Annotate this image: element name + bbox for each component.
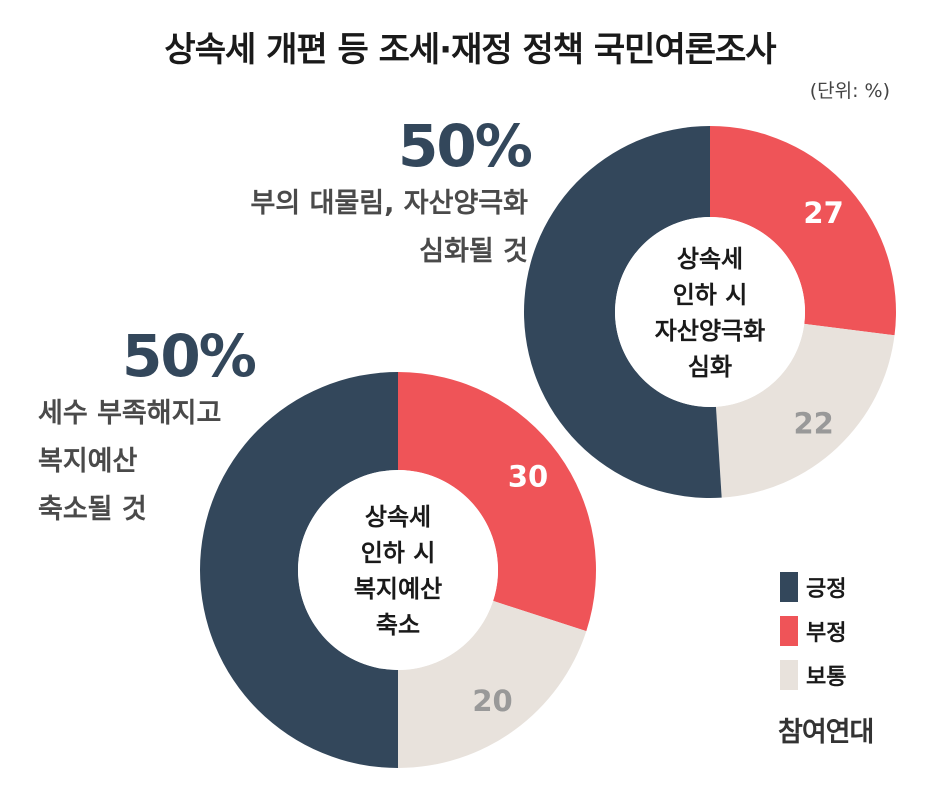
legend-item-positive: 긍정 — [780, 565, 846, 609]
highlight-line: 축소될 것 — [38, 494, 147, 525]
legend-label: 부정 — [806, 621, 847, 646]
slice-negative — [398, 372, 596, 632]
slice-negative — [710, 126, 896, 336]
data-label-neutral: 20 — [472, 684, 512, 718]
center-label: 복지예산 — [354, 575, 442, 603]
donut-hole — [615, 217, 805, 407]
legend-swatch — [780, 660, 798, 690]
slice-neutral — [715, 323, 895, 498]
legend-item-negative: 부정 — [780, 609, 846, 653]
data-label-neutral: 22 — [793, 406, 833, 440]
legend-swatch — [780, 616, 798, 646]
slice-positive — [523, 126, 722, 499]
center-label: 인하 시 — [673, 281, 748, 309]
unit-label: (단위: %) — [809, 80, 890, 102]
highlight-line: 복지예산 — [38, 446, 138, 477]
center-label: 인하 시 — [361, 539, 436, 567]
chart-title: 상속세 개편 등 조세·재정 정책 국민여론조사 — [164, 30, 776, 70]
highlight-value-welfare: 50% — [122, 322, 257, 390]
highlight-text-welfare: 세수 부족해지고 복지예산 축소될 것 — [38, 390, 221, 534]
donut-hole — [298, 470, 498, 670]
center-label: 축소 — [376, 611, 420, 639]
center-label: 자산양극화 — [655, 317, 765, 345]
center-label: 상속세 — [365, 503, 431, 531]
slice-positive — [200, 372, 398, 768]
legend-label: 보통 — [806, 665, 847, 690]
legend-item-neutral: 보통 — [780, 653, 846, 697]
brand-logo: 참여연대 — [778, 717, 874, 748]
highlight-line: 부의 대물림, 자산양극화 — [250, 188, 528, 219]
legend-swatch — [780, 572, 798, 602]
slice-neutral — [398, 600, 587, 768]
legend: 긍정 부정 보통 — [780, 565, 846, 697]
center-label: 심화 — [688, 353, 732, 381]
data-label-negative: 27 — [803, 196, 843, 230]
highlight-line: 심화될 것 — [419, 236, 528, 267]
highlight-line: 세수 부족해지고 — [38, 398, 222, 429]
data-label-negative: 30 — [508, 460, 548, 494]
highlight-value-assets: 50% — [398, 112, 533, 180]
highlight-text-assets: 부의 대물림, 자산양극화 심화될 것 — [251, 180, 528, 276]
center-label: 상속세 — [677, 245, 743, 273]
legend-label: 긍정 — [806, 577, 847, 602]
